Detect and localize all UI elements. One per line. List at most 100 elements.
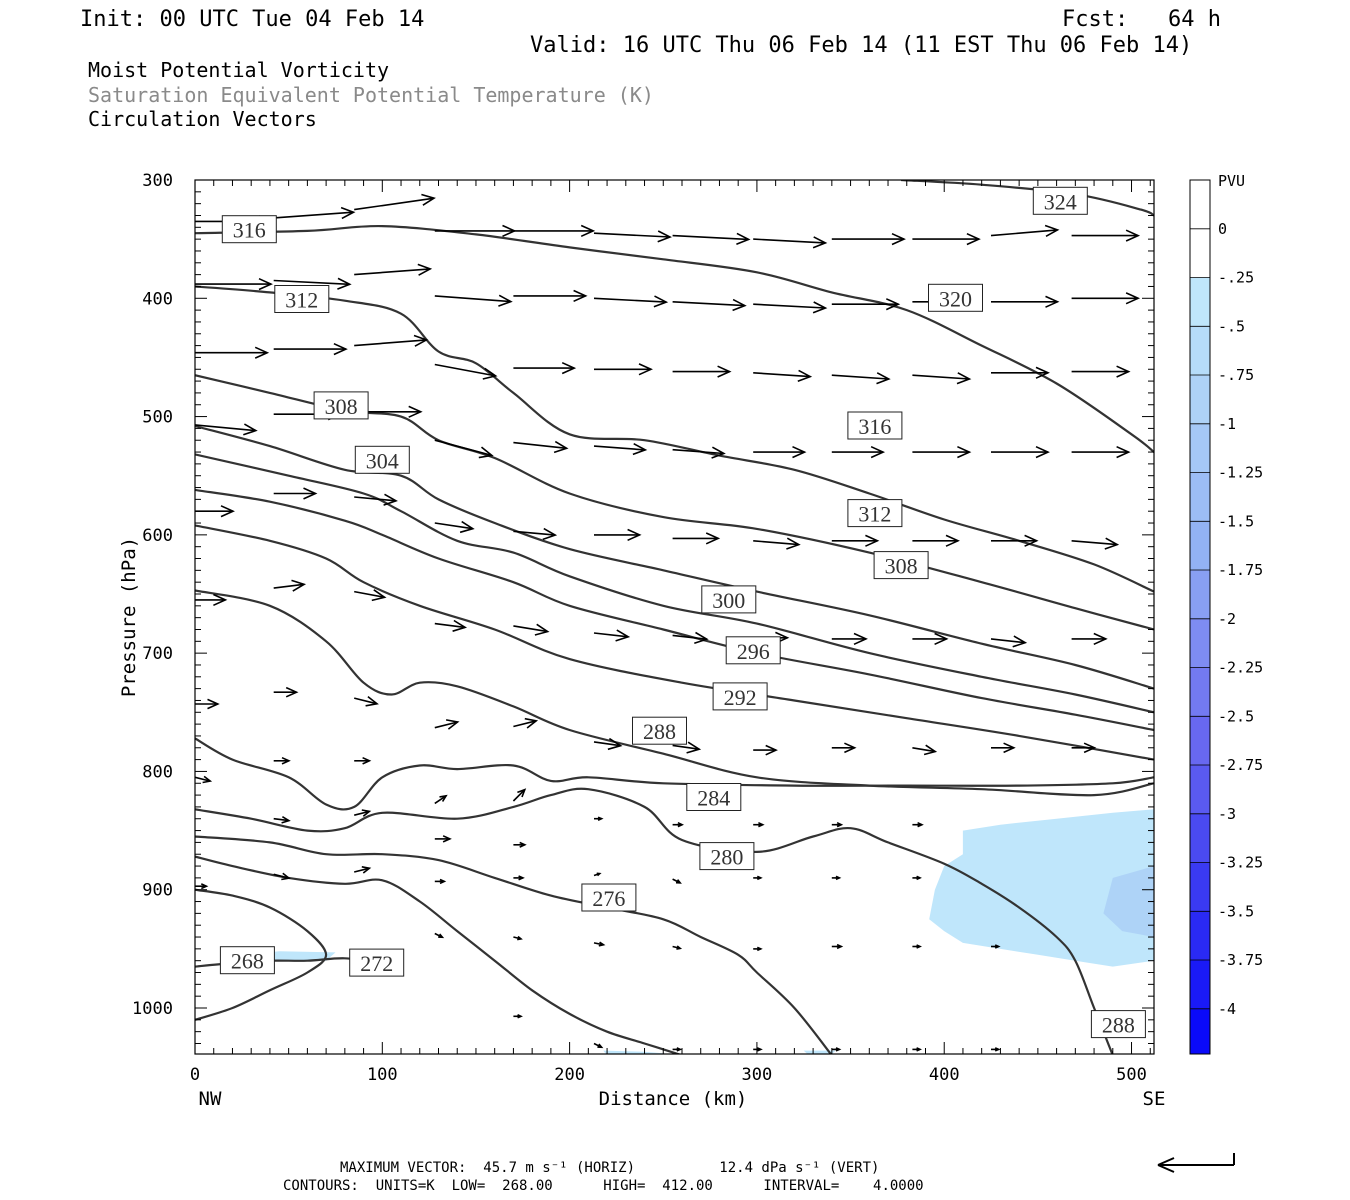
circulation-vector [195,698,220,710]
contour-label-text: 308 [885,554,918,579]
colorbar-label: -.25 [1218,269,1254,287]
circulation-vector-layer [195,193,1141,1052]
circulation-vector [195,346,270,359]
circulation-vector [273,872,291,881]
colorbar-label: -2.75 [1218,756,1263,774]
colorbar-swatch [1190,326,1210,376]
circulation-vector [1071,632,1108,646]
colorbar-swatch [1190,277,1210,327]
circulation-vector [513,289,588,303]
contour-label: 308 [873,551,929,580]
circulation-vector [513,224,596,238]
circulation-vector [1071,537,1120,550]
contour-line-316 [195,285,1154,593]
x-tick-label: 400 [929,1065,960,1085]
y-tick-label: 400 [142,289,173,309]
circulation-vector [434,363,498,380]
circulation-vector [354,866,372,874]
circulation-vector [195,277,273,291]
x-axis-label: Distance (km) [599,1088,748,1110]
circulation-vector [593,629,631,642]
x-tick-label: 300 [742,1065,773,1085]
y-tick-label: 500 [142,408,173,428]
colorbar-label: -1.75 [1218,561,1263,579]
circulation-vector [672,365,732,378]
contour-label-text: 276 [592,886,625,911]
circulation-vector [354,809,372,817]
contour-line-280 [195,835,833,1054]
circulation-vector [594,528,642,542]
circulation-vector [273,342,348,356]
circulation-vector [991,534,1039,547]
x-tick-label: 500 [1116,1065,1147,1085]
contour-label: 288 [632,716,687,745]
circulation-vector [593,442,648,456]
circulation-vector [912,875,922,881]
colorbar-swatch [1190,472,1210,522]
circulation-vector [594,816,604,822]
circulation-vector [831,943,844,950]
contour-label: 296 [725,636,781,665]
circulation-vector [991,1047,1001,1052]
circulation-vector [513,1013,523,1019]
colorbar-label: -4 [1218,1000,1236,1018]
circulation-vector [273,487,318,500]
circulation-vector [831,632,868,646]
circulation-vector [195,883,209,890]
circulation-vector [434,835,452,843]
circulation-vector [593,737,623,751]
circulation-vector [354,263,433,276]
circulation-vector [434,294,513,307]
colorbar-label: -3.25 [1218,854,1263,872]
contour-label: 300 [701,585,757,614]
colorbar-label: -3 [1218,805,1236,823]
circulation-vector [434,520,475,534]
x-tick-label: 100 [367,1065,398,1085]
contour-label-text: 304 [366,448,399,473]
colorbar-label: -.5 [1218,317,1245,335]
mpv-region [603,1050,672,1054]
contour-label-text: 316 [858,414,891,439]
reference-vector [1157,1153,1235,1173]
colorbar-swatch [1190,911,1210,961]
circulation-vector [273,686,299,698]
init-time: Init: 00 UTC Tue 04 Feb 14 [80,7,424,32]
contour-line-272 [195,888,328,1021]
contour-label-layer: 324 320 316 316 312 312 308 308 304 300 296 292 288 2… [219,186,1146,1039]
circulation-vector [912,821,924,828]
contour-label-text: 324 [1044,189,1077,214]
circulation-vector [831,445,886,459]
colorbar-swatch [1190,716,1210,766]
circulation-vector [593,1042,604,1049]
circulation-vector [513,440,569,454]
circulation-vector [672,446,726,459]
colorbar-label: -1 [1218,415,1236,433]
circulation-vector [513,361,577,375]
contour-label-text: 288 [643,719,676,744]
circulation-vector [513,717,539,729]
contour-label-text: 268 [231,949,264,974]
circulation-vector [912,445,972,459]
x-tick-label: 200 [554,1065,585,1085]
contour-line-320 [195,224,1154,453]
contour-line-296 [195,524,1154,761]
contour-label: 284 [686,783,742,811]
circulation-vector [672,232,751,245]
circulation-vector [195,505,235,518]
circulation-vector [991,366,1050,379]
circulation-vector [513,875,525,881]
field-title-vectors: Circulation Vectors [88,107,317,131]
circulation-vector [593,230,672,243]
contour-label: 316 [221,215,277,244]
circulation-vector [354,756,372,765]
contour-label: 304 [354,445,410,474]
circulation-vector [912,232,981,246]
circulation-vector [513,935,523,941]
contour-line-288 [195,737,1154,811]
colorbar-label: -3.75 [1218,951,1263,969]
circulation-vector [831,821,844,828]
circulation-vector [912,632,949,646]
circulation-vector [672,631,709,644]
contour-label: 324 [1032,186,1088,215]
